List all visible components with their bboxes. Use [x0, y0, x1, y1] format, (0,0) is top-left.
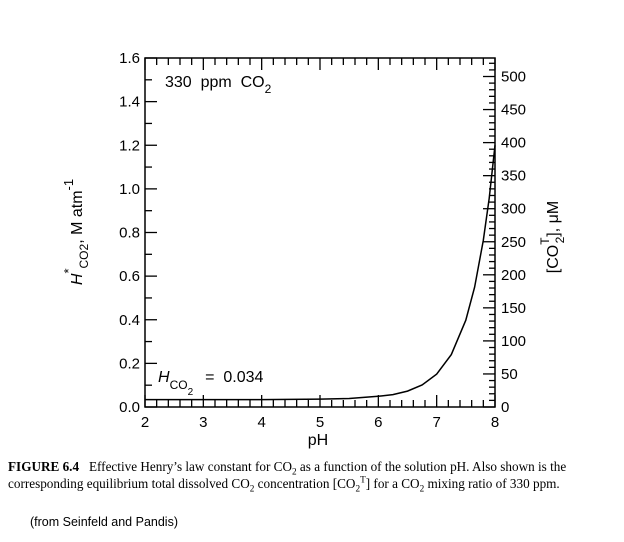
y-right-axis-label: [COT2], μM	[538, 201, 567, 273]
caption-sub-3: 2	[355, 483, 361, 494]
y-right-label-post: ], μM	[545, 201, 562, 237]
caption-text-3: concentration [CO	[254, 476, 356, 491]
chart: 2 3 4 5 6 7 8 0.0 0.2 0.4 0.6 0.8 1.0 1.2 1.4 1.6 0 50 1…	[61, 50, 567, 449]
series-line	[145, 145, 496, 401]
source-note: (from Seinfeld and Pandis)	[30, 515, 178, 529]
y-left-tick-label: 0.4	[119, 312, 140, 329]
y-right-label-pre: [CO	[545, 245, 562, 273]
y-left-tick-label: 0.0	[119, 399, 140, 416]
y-left-label-sup: -1	[61, 179, 76, 191]
figure-caption: FIGURE 6.4 Effective Henry’s law constan…	[8, 458, 614, 494]
x-tick-label: 2	[141, 414, 149, 431]
annotation-co2-ratio-sub: 2	[265, 82, 272, 96]
caption-sup-3: T	[360, 474, 366, 485]
y-right-tick-label: 200	[501, 267, 526, 284]
axis-ticks	[144, 57, 496, 408]
y-right-label-sup: T	[538, 237, 552, 245]
x-tick-label: 8	[491, 414, 499, 431]
caption-figure-label: FIGURE 6.4	[8, 459, 80, 474]
caption-text-5: mixing ratio of 330 ppm.	[424, 476, 560, 491]
y-left-tick-labels: 0.0 0.2 0.4 0.6 0.8 1.0 1.2 1.4 1.6	[119, 50, 140, 416]
caption-text-4: ] for a CO	[365, 476, 420, 491]
y-left-axis-label: H*CO2, M atm-1	[61, 179, 91, 285]
caption-text-1: Effective Henry’s law constant for CO	[79, 459, 292, 474]
y-left-tick-label: 1.0	[119, 181, 140, 198]
caption-sub-2: 2	[249, 483, 255, 494]
x-axis-label: pH	[308, 432, 328, 449]
y-right-tick-label: 300	[501, 201, 526, 218]
y-right-tick-label: 100	[501, 333, 526, 350]
y-right-label-sub: 2	[553, 236, 567, 243]
y-right-tick-label: 50	[501, 366, 518, 383]
y-left-label-rest: , M atm	[69, 190, 86, 243]
y-right-tick-label: 0	[501, 399, 509, 416]
annotation-henry-main: H	[158, 369, 170, 386]
y-left-label-star: *	[61, 268, 76, 273]
x-tick-label: 5	[316, 414, 324, 431]
caption-text-2: as a function of the solution pH. Also s…	[8, 459, 567, 491]
y-right-tick-labels: 0 50 100 150 200 250 300 350 400 450 500	[501, 69, 526, 416]
y-right-tick-label: 500	[501, 69, 526, 86]
y-right-tick-label: 350	[501, 168, 526, 185]
y-left-tick-label: 1.2	[119, 137, 140, 154]
caption-sub-1: 2	[291, 466, 297, 477]
y-left-tick-label: 1.6	[119, 50, 140, 67]
x-tick-label: 4	[257, 414, 265, 431]
y-right-tick-label: 450	[501, 102, 526, 119]
annotation-henry-subsub: 2	[188, 387, 194, 398]
y-left-tick-label: 0.2	[119, 355, 140, 372]
x-tick-label: 3	[199, 414, 207, 431]
y-left-tick-label: 1.4	[119, 94, 140, 111]
annotation-henry-constant: HCO2 = 0.034	[158, 369, 264, 398]
annotation-co2-ratio: 330 ppm CO2	[165, 74, 272, 96]
caption-sub-4: 2	[419, 483, 425, 494]
y-right-tick-label: 150	[501, 300, 526, 317]
y-left-tick-label: 0.8	[119, 225, 140, 242]
y-left-label-sub: CO2	[77, 243, 91, 268]
plot-frame	[144, 57, 496, 408]
y-right-tick-label: 250	[501, 234, 526, 251]
y-left-label-main: H	[69, 273, 86, 285]
annotation-co2-ratio-text: 330 ppm CO	[165, 74, 265, 91]
y-right-tick-label: 400	[501, 135, 526, 152]
annotation-henry-sub: CO	[170, 378, 188, 392]
x-tick-label: 7	[432, 414, 440, 431]
x-tick-labels: 2 3 4 5 6 7 8	[141, 414, 499, 431]
annotation-henry-value: = 0.034	[205, 369, 263, 386]
x-tick-label: 6	[374, 414, 382, 431]
y-left-tick-label: 0.6	[119, 268, 140, 285]
